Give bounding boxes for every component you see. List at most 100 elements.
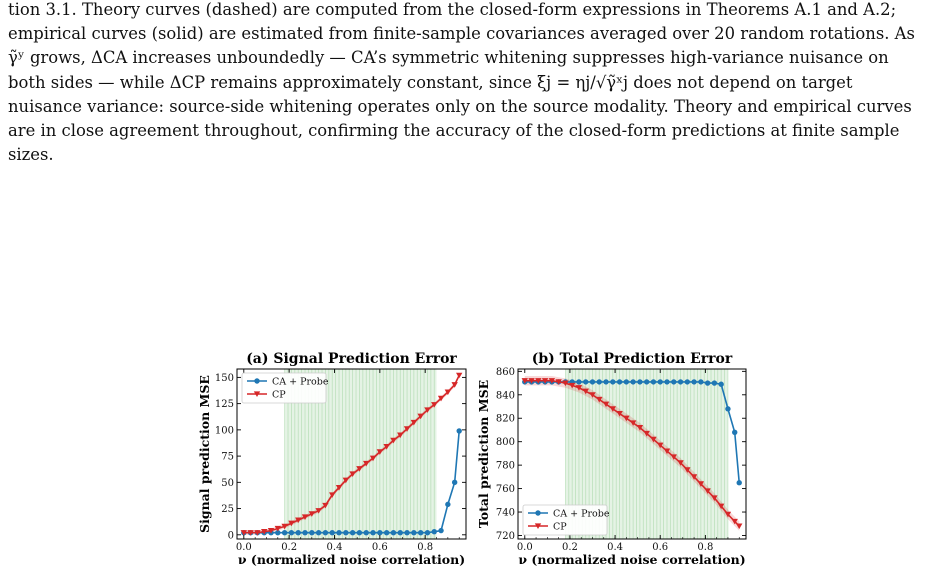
paragraph-line-7: sizes. <box>8 145 54 165</box>
data-point-cp <box>376 449 384 455</box>
y-tick-label: 150 <box>215 373 234 384</box>
paragraph-line-2: empirical curves (solid) are estimated f… <box>8 24 915 44</box>
data-point-ca-probe <box>438 527 444 534</box>
data-point-cp <box>670 454 677 460</box>
data-point-ca-probe <box>404 530 410 536</box>
data-point-ca-probe <box>456 428 462 434</box>
data-point-ca-probe <box>725 406 731 412</box>
data-point-cp <box>582 388 589 395</box>
data-point-cp <box>403 426 411 432</box>
data-point-cp <box>609 406 617 412</box>
data-point-cp <box>295 517 302 524</box>
data-point-ca-probe <box>356 530 363 536</box>
data-point-cp <box>548 378 556 384</box>
data-point-ca-probe <box>718 381 724 387</box>
data-point-ca-probe <box>322 530 329 536</box>
x-tick-label: 0.6 <box>372 542 388 553</box>
x-tick-label: 0.0 <box>236 542 252 553</box>
data-point-ca-probe <box>431 528 437 535</box>
legend-marker-ca-probe <box>535 510 541 516</box>
data-point-ca-probe <box>383 530 390 536</box>
data-point-cp <box>528 378 535 384</box>
chart-signal-error: 0.0 0.2 0.4 0.6 0.8 0 25 50 75 100 125 150 (a) Signa… <box>197 351 467 567</box>
x-tick-label: 0.8 <box>417 542 433 553</box>
legend-label: CA + Probe <box>272 376 329 387</box>
y-tick-label: 75 <box>221 452 234 463</box>
data-point-cp <box>329 492 336 498</box>
data-point-cp <box>636 425 644 431</box>
y-tick-label: 50 <box>221 478 234 489</box>
data-point-ca-probe <box>596 379 602 385</box>
data-point-cp <box>575 385 583 391</box>
data-point-cp <box>356 466 363 472</box>
data-point-ca-probe <box>637 379 643 385</box>
legend-label: CP <box>272 389 286 400</box>
x-tick-label: 0.2 <box>281 542 297 553</box>
data-point-ca-probe <box>451 479 458 486</box>
data-point-cp <box>437 395 445 402</box>
data-point-ca-probe <box>677 379 684 385</box>
data-point-ca-probe <box>664 379 670 385</box>
data-point-cp <box>383 444 390 450</box>
data-point-cp <box>711 495 718 501</box>
y-axis-label: Signal prediction MSE <box>197 375 212 533</box>
data-point-ca-probe <box>589 379 596 385</box>
x-tick-label: 0.2 <box>562 542 578 553</box>
data-point-cp <box>397 432 404 439</box>
data-point-cp <box>568 382 576 389</box>
data-point-cp <box>369 455 377 462</box>
data-point-ca-probe <box>650 379 657 385</box>
data-point-ca-probe <box>363 530 369 536</box>
x-axis-label: ν (normalized noise correlation) <box>238 552 465 567</box>
data-point-cp <box>308 511 316 517</box>
data-point-cp <box>301 514 309 520</box>
data-point-cp <box>589 392 596 398</box>
data-point-ca-probe <box>295 530 301 536</box>
data-point-ca-probe <box>698 379 704 385</box>
data-point-cp <box>602 401 610 408</box>
x-tick-label: 0.0 <box>517 542 533 553</box>
y-tick-label: 780 <box>496 461 515 472</box>
x-axis-label: ν (normalized noise correlation) <box>518 552 745 567</box>
data-point-ca-probe <box>671 379 677 385</box>
data-point-cp <box>521 378 528 384</box>
data-point-cp <box>315 508 322 514</box>
y-tick-label: 840 <box>496 390 515 401</box>
x-tick-label: 0.4 <box>327 542 343 553</box>
y-tick-label: 860 <box>496 367 515 378</box>
data-point-cp <box>455 372 463 379</box>
x-tick-label: 0.8 <box>697 542 713 553</box>
data-point-cp <box>541 378 549 384</box>
data-point-cp <box>623 415 630 422</box>
data-point-cp <box>342 477 350 484</box>
data-point-ca-probe <box>643 379 650 385</box>
data-point-ca-probe <box>349 530 356 536</box>
y-tick-label: 720 <box>496 531 515 542</box>
data-point-ca-probe <box>315 530 322 536</box>
data-point-cp <box>562 380 569 387</box>
data-point-cp <box>657 442 664 449</box>
data-point-cp <box>240 530 248 536</box>
data-point-cp <box>254 530 261 536</box>
y-tick-label: 0 <box>228 530 234 541</box>
data-point-ca-probe <box>309 530 315 536</box>
chart-total-error: 0.0 0.2 0.4 0.6 0.8 720 740 760 780 800 820 840 860 (… <box>476 351 747 567</box>
caption-paragraph: tion 3.1. Theory curves (dashed) are com… <box>8 0 940 167</box>
data-point-cp <box>663 448 671 455</box>
data-point-ca-probe <box>390 530 397 536</box>
legend-label: CA + Probe <box>553 508 610 519</box>
legend-marker-cp <box>253 391 261 397</box>
data-point-cp <box>643 430 650 437</box>
data-point-ca-probe <box>691 379 697 385</box>
y-tick-label: 740 <box>496 508 515 519</box>
data-point-cp <box>736 523 743 530</box>
data-point-ca-probe <box>583 379 589 385</box>
data-point-cp <box>261 529 268 535</box>
paragraph-line-1: tion 3.1. Theory curves (dashed) are com… <box>8 0 897 19</box>
data-point-cp <box>555 379 562 385</box>
paragraph-line-6: are in close agreement throughout, confi… <box>8 121 900 141</box>
data-point-ca-probe <box>275 530 281 536</box>
data-point-cp <box>335 484 343 491</box>
legend-label: CP <box>553 521 567 532</box>
